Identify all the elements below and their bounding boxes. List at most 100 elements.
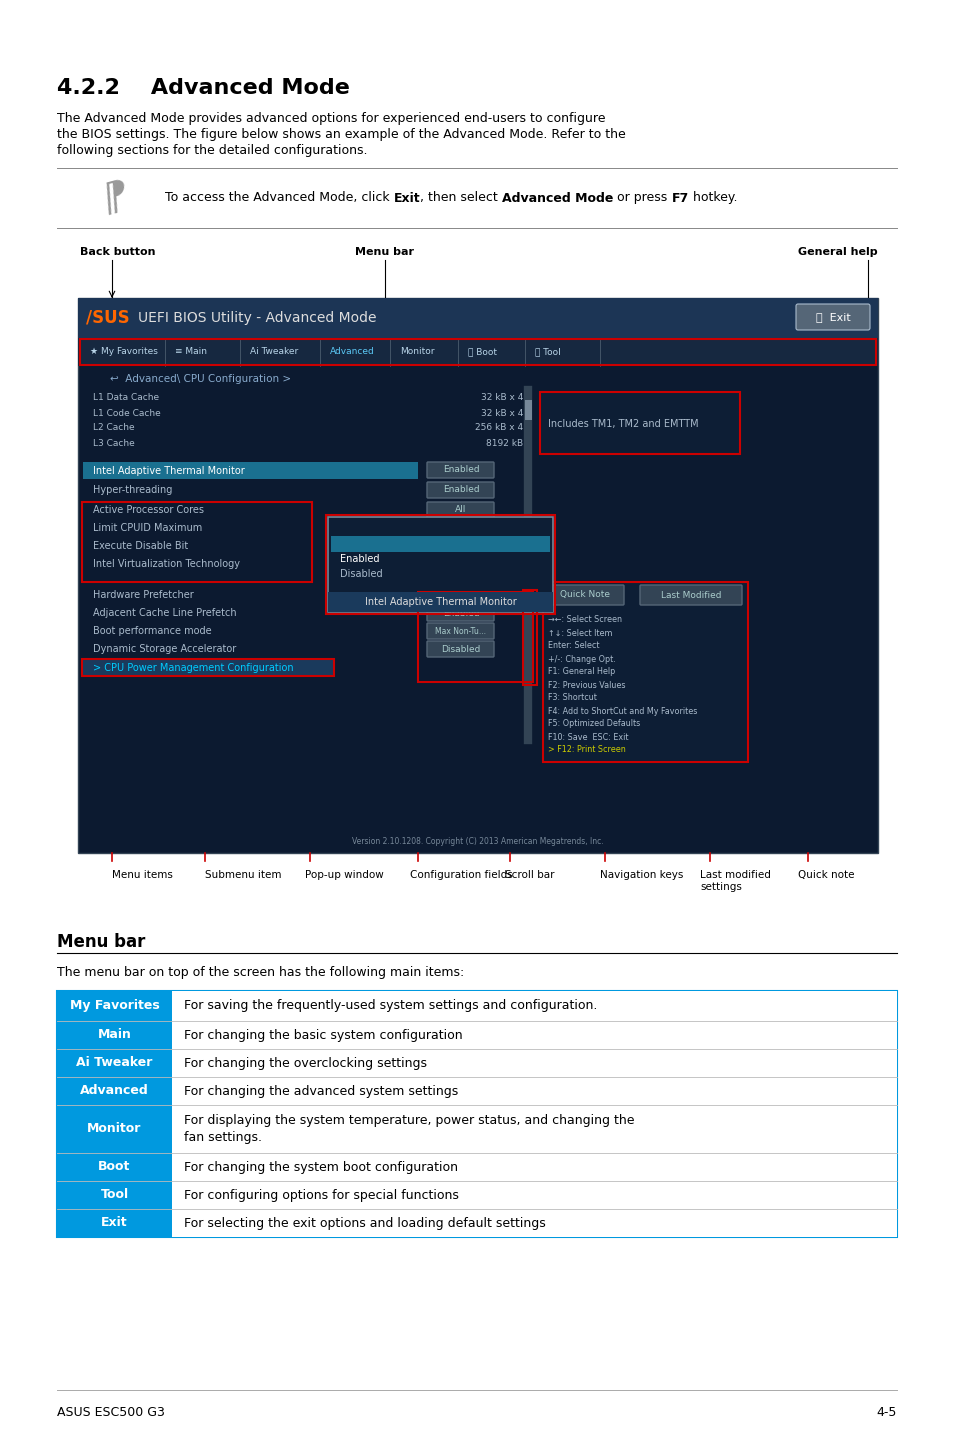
Text: F3: Shortcut: F3: Shortcut (547, 693, 597, 703)
Text: Pop-up window: Pop-up window (305, 870, 383, 880)
Text: My Favorites: My Favorites (70, 999, 159, 1012)
Text: Configuration fields: Configuration fields (410, 870, 512, 880)
Text: 4.2.2    Advanced Mode: 4.2.2 Advanced Mode (57, 78, 350, 98)
Text: Menu items: Menu items (112, 870, 172, 880)
Text: ★ My Favorites: ★ My Favorites (90, 348, 157, 357)
Text: L2 Cache: L2 Cache (92, 424, 134, 433)
Text: Hyper-threading: Hyper-threading (92, 485, 172, 495)
Bar (82, 659, 334, 676)
Text: Enabled: Enabled (442, 608, 478, 617)
Text: Disabled: Disabled (441, 644, 480, 653)
Text: Last modified
settings: Last modified settings (700, 870, 770, 893)
Bar (57, 1048, 172, 1077)
Text: 32 kB x 4: 32 kB x 4 (480, 394, 522, 403)
Text: The menu bar on top of the screen has the following main items:: The menu bar on top of the screen has th… (57, 966, 464, 979)
Text: ⎙ Tool: ⎙ Tool (535, 348, 560, 357)
Text: Menu bar: Menu bar (57, 933, 145, 951)
Text: Max Non-Tu...: Max Non-Tu... (435, 627, 486, 636)
FancyBboxPatch shape (427, 641, 494, 657)
Text: L1 Code Cache: L1 Code Cache (92, 408, 161, 417)
Text: Execute Disable Bit: Execute Disable Bit (92, 541, 188, 551)
Text: Limit CPUID Maximum: Limit CPUID Maximum (92, 523, 202, 533)
Text: Ai Tweaker: Ai Tweaker (76, 1057, 152, 1070)
Bar (417, 592, 533, 682)
Text: All: All (455, 506, 466, 515)
Text: Monitor: Monitor (88, 1123, 142, 1136)
Text: Disabled: Disabled (339, 569, 382, 580)
Text: Hardware Prefetcher: Hardware Prefetcher (92, 590, 193, 600)
Text: Exit: Exit (394, 191, 420, 204)
Text: UEFI BIOS Utility - Advanced Mode: UEFI BIOS Utility - Advanced Mode (138, 311, 376, 325)
FancyBboxPatch shape (546, 585, 623, 605)
Bar (328, 518, 553, 613)
Text: Enabled: Enabled (339, 554, 379, 564)
Text: Advanced Mode: Advanced Mode (501, 191, 613, 204)
FancyBboxPatch shape (795, 303, 869, 329)
Text: Enter: Select: Enter: Select (547, 641, 598, 650)
Bar (542, 582, 747, 762)
Text: General help: General help (798, 247, 877, 257)
Text: Quick Note: Quick Note (559, 591, 609, 600)
Text: Boot: Boot (98, 1160, 131, 1173)
Text: L1 Data Cache: L1 Data Cache (92, 394, 159, 403)
Bar (78, 338, 877, 367)
Text: Enabled: Enabled (442, 591, 478, 600)
Text: Navigation keys: Navigation keys (599, 870, 682, 880)
Bar (82, 502, 312, 582)
Text: F2: Previous Values: F2: Previous Values (547, 680, 625, 689)
Bar (522, 590, 537, 684)
FancyBboxPatch shape (427, 482, 494, 498)
Text: Intel Virtualization Technology: Intel Virtualization Technology (92, 559, 240, 569)
Text: For selecting the exit options and loading default settings: For selecting the exit options and loadi… (184, 1217, 545, 1229)
FancyBboxPatch shape (427, 605, 494, 621)
Bar (83, 660, 333, 674)
Bar (57, 1209, 172, 1237)
Text: Boot performance mode: Boot performance mode (92, 626, 212, 636)
Text: Ai Tweaker: Ai Tweaker (250, 348, 298, 357)
Text: > F12: Print Screen: > F12: Print Screen (547, 745, 625, 755)
Bar (172, 991, 896, 1021)
Text: ⏻ Boot: ⏻ Boot (468, 348, 497, 357)
Bar (172, 1181, 896, 1209)
Bar (57, 1077, 172, 1104)
Bar (172, 1048, 896, 1077)
Text: Enabled: Enabled (442, 466, 478, 475)
Bar (57, 991, 896, 1237)
Text: ≡ Main: ≡ Main (174, 348, 207, 357)
Bar (83, 462, 417, 479)
Bar (172, 1153, 896, 1181)
Bar (78, 298, 877, 338)
Text: Advanced: Advanced (330, 348, 375, 357)
Text: For changing the system boot configuration: For changing the system boot configurati… (184, 1160, 457, 1173)
Text: Menu bar: Menu bar (355, 247, 414, 257)
Bar (78, 298, 877, 339)
Text: ASUS ESC500 G3: ASUS ESC500 G3 (57, 1405, 165, 1418)
Text: 256 kB x 4: 256 kB x 4 (475, 424, 522, 433)
Text: Adjacent Cache Line Prefetch: Adjacent Cache Line Prefetch (92, 608, 236, 618)
Text: For displaying the system temperature, power status, and changing the
fan settin: For displaying the system temperature, p… (184, 1114, 634, 1143)
Text: the BIOS settings. The figure below shows an example of the Advanced Mode. Refer: the BIOS settings. The figure below show… (57, 128, 625, 141)
Text: Intel Adaptive Thermal Monitor: Intel Adaptive Thermal Monitor (92, 466, 245, 476)
Text: For changing the advanced system settings: For changing the advanced system setting… (184, 1084, 457, 1097)
Bar (78, 298, 877, 853)
Bar (172, 1104, 896, 1153)
Bar (524, 400, 532, 420)
Text: F1: General Help: F1: General Help (547, 667, 615, 676)
Text: F5: Optimized Defaults: F5: Optimized Defaults (547, 719, 639, 729)
Bar (57, 1181, 172, 1209)
Text: Includes TM1, TM2 and EMTTM: Includes TM1, TM2 and EMTTM (547, 418, 698, 429)
Text: ↑↓: Select Item: ↑↓: Select Item (547, 628, 612, 637)
Bar (57, 1153, 172, 1181)
Bar (80, 339, 875, 365)
Text: following sections for the detailed configurations.: following sections for the detailed conf… (57, 144, 367, 157)
Text: To access the Advanced Mode, click: To access the Advanced Mode, click (165, 191, 394, 204)
Bar (539, 393, 740, 454)
Text: Version 2.10.1208. Copyright (C) 2013 American Megatrends, Inc.: Version 2.10.1208. Copyright (C) 2013 Am… (352, 837, 603, 846)
Text: hotkey.: hotkey. (688, 191, 737, 204)
Text: F10: Save  ESC: Exit: F10: Save ESC: Exit (547, 732, 628, 742)
FancyBboxPatch shape (639, 585, 741, 605)
Bar (172, 1077, 896, 1104)
Text: →←: Select Screen: →←: Select Screen (547, 615, 621, 624)
FancyBboxPatch shape (427, 502, 494, 518)
Text: Main: Main (97, 1028, 132, 1041)
